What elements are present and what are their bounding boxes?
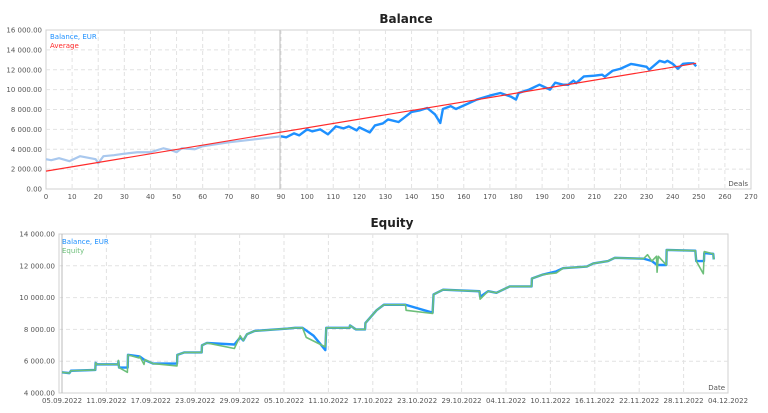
y-tick-label: 8 000.00 bbox=[11, 106, 42, 114]
balance-legend-average: Average bbox=[50, 42, 79, 50]
equity-legend-balance: Balance, EUR bbox=[62, 238, 109, 246]
x-tick-label: 30 bbox=[120, 193, 129, 201]
equity-legend-equity: Equity bbox=[62, 247, 84, 255]
balance-legend-balance: Balance, EUR bbox=[50, 33, 97, 41]
x-tick-label: 0 bbox=[44, 193, 48, 201]
y-tick-label: 6 000.00 bbox=[24, 358, 55, 366]
x-tick-label: 70 bbox=[224, 193, 233, 201]
equity-x-axis-label: Date bbox=[708, 384, 725, 392]
y-tick-label: 16 000.00 bbox=[6, 27, 42, 35]
x-tick-label: 260 bbox=[718, 193, 731, 201]
x-tick-label: 10.11.2022 bbox=[530, 397, 570, 405]
y-tick-label: 2 000.00 bbox=[11, 166, 42, 174]
equity-line bbox=[61, 249, 715, 374]
x-tick-label: 80 bbox=[250, 193, 259, 201]
y-tick-label: 0.00 bbox=[26, 186, 42, 194]
x-tick-label: 180 bbox=[509, 193, 522, 201]
x-tick-label: 200 bbox=[562, 193, 575, 201]
y-tick-label: 4 000.00 bbox=[24, 390, 55, 398]
x-tick-label: 100 bbox=[300, 193, 313, 201]
x-tick-label: 17.10.2022 bbox=[353, 397, 393, 405]
x-tick-label: 270 bbox=[744, 193, 757, 201]
x-tick-label: 160 bbox=[457, 193, 470, 201]
balance-line-history bbox=[45, 135, 282, 165]
x-tick-label: 04.12.2022 bbox=[708, 397, 748, 405]
y-tick-label: 6 000.00 bbox=[11, 126, 42, 134]
x-tick-label: 20 bbox=[94, 193, 103, 201]
x-tick-label: 29.09.2022 bbox=[220, 397, 260, 405]
x-tick-label: 11.10.2022 bbox=[308, 397, 348, 405]
x-tick-label: 22.11.2022 bbox=[619, 397, 659, 405]
y-tick-label: 10 000.00 bbox=[19, 294, 55, 302]
x-tick-label: 23.09.2022 bbox=[175, 397, 215, 405]
y-tick-label: 4 000.00 bbox=[11, 146, 42, 154]
x-tick-label: 90 bbox=[277, 193, 286, 201]
x-tick-label: 40 bbox=[146, 193, 155, 201]
equity-chart-title: Equity bbox=[370, 216, 413, 230]
x-tick-label: 190 bbox=[535, 193, 548, 201]
x-tick-label: 05.10.2022 bbox=[264, 397, 304, 405]
x-tick-label: 120 bbox=[353, 193, 366, 201]
plot-area bbox=[58, 233, 729, 394]
balance-x-axis-label: Deals bbox=[728, 180, 748, 188]
y-tick-label: 14 000.00 bbox=[6, 46, 42, 54]
x-tick-label: 230 bbox=[640, 193, 653, 201]
balance-chart: 0.00 2 000.00 4 000.00 6 000.00 8 000.00 10 0… bbox=[6, 27, 757, 202]
x-tick-label: 05.09.2022 bbox=[42, 397, 82, 405]
y-tick-label: 14 000.00 bbox=[19, 231, 55, 239]
x-tick-label: 110 bbox=[327, 193, 340, 201]
x-tick-label: 17.09.2022 bbox=[131, 397, 171, 405]
x-tick-label: 210 bbox=[588, 193, 601, 201]
x-tick-label: 29.10.2022 bbox=[442, 397, 482, 405]
y-tick-label: 12 000.00 bbox=[6, 66, 42, 74]
x-tick-label: 16.11.2022 bbox=[575, 397, 615, 405]
x-tick-label: 170 bbox=[483, 193, 496, 201]
x-tick-label: 150 bbox=[431, 193, 444, 201]
x-tick-label: 10 bbox=[68, 193, 77, 201]
x-tick-label: 220 bbox=[614, 193, 627, 201]
x-tick-label: 04.11.2022 bbox=[486, 397, 526, 405]
x-tick-label: 28.11.2022 bbox=[664, 397, 704, 405]
x-tick-label: 50 bbox=[172, 193, 181, 201]
x-tick-label: 250 bbox=[692, 193, 705, 201]
x-tick-label: 23.10.2022 bbox=[397, 397, 437, 405]
average-line bbox=[45, 62, 697, 172]
x-tick-label: 60 bbox=[198, 193, 207, 201]
equity-chart: 4 000.00 6 000.00 8 000.00 10 000.00 12 000.… bbox=[19, 231, 748, 406]
y-tick-label: 10 000.00 bbox=[6, 86, 42, 94]
x-tick-label: 130 bbox=[379, 193, 392, 201]
y-tick-label: 8 000.00 bbox=[24, 326, 55, 334]
x-tick-label: 240 bbox=[666, 193, 679, 201]
balance-chart-title: Balance bbox=[379, 12, 432, 26]
y-tick-label: 12 000.00 bbox=[19, 262, 55, 270]
x-tick-label: 11.09.2022 bbox=[86, 397, 126, 405]
x-tick-label: 140 bbox=[405, 193, 418, 201]
